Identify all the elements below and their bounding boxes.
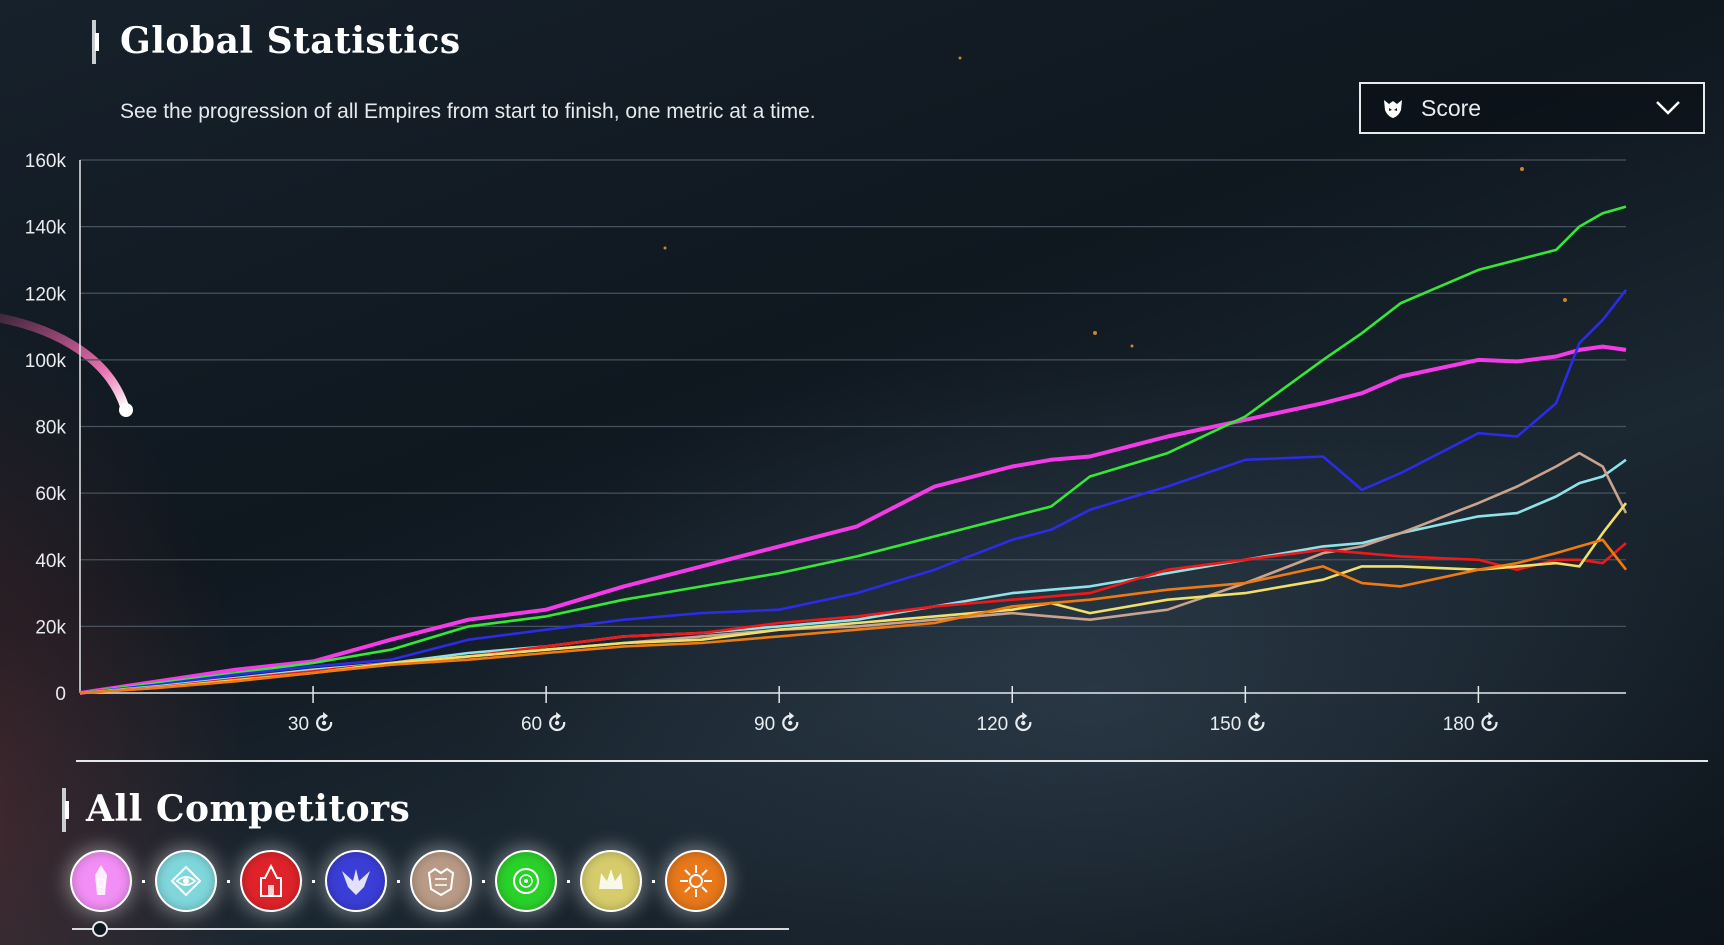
- turn-icon-arc: [549, 714, 566, 732]
- y-tick-label: 160k: [25, 151, 67, 172]
- x-tick-label: 120: [977, 714, 1009, 735]
- turn-icon: [1481, 712, 1498, 732]
- chevron-down-icon: [1656, 101, 1680, 115]
- competitor-blue-empire[interactable]: [325, 850, 387, 912]
- series-line: [79, 451, 1628, 695]
- x-tick-label: 90: [754, 714, 775, 735]
- competitor-separator: [652, 879, 655, 883]
- orb-icon: [513, 868, 539, 894]
- competitor-yellow-empire[interactable]: [580, 850, 642, 912]
- competitor-separator: [482, 879, 485, 883]
- series-line: [79, 458, 1627, 695]
- turn-icon: [1248, 712, 1265, 732]
- turn-icon: [1015, 712, 1032, 732]
- competitor-separator: [312, 879, 315, 883]
- metric-select-value: Score: [1421, 94, 1482, 121]
- competitor-pink-empire[interactable]: [70, 850, 132, 912]
- competitor-scrollbar-handle[interactable]: [92, 921, 108, 937]
- competitors-title: All Competitors: [86, 788, 411, 830]
- turn-icon: [316, 712, 333, 732]
- series-line: [79, 502, 1628, 695]
- page-title: Global Statistics: [120, 20, 461, 62]
- x-tick-label: 60: [521, 714, 542, 735]
- competitor-orange-empire[interactable]: [665, 850, 727, 912]
- section-divider: [76, 760, 1708, 762]
- turn-icon-arrow: [1022, 712, 1028, 720]
- x-tick-label: 30: [288, 714, 309, 735]
- metric-select[interactable]: Score: [1359, 82, 1705, 134]
- turn-icon-arrow: [1255, 712, 1261, 720]
- crown-icon: [599, 869, 623, 889]
- score-line-chart: 0 20k 40k 60k 80k 100k 120k 140k 160k 30 60 90 120 15…: [25, 151, 1628, 735]
- y-tick-label: 0: [55, 684, 66, 705]
- competitor-separator: [567, 879, 570, 883]
- competitor-cyan-empire[interactable]: [155, 850, 217, 912]
- competitors-title-marker: [62, 788, 69, 832]
- turn-icon-arc: [316, 714, 333, 732]
- turn-icon-arc: [1481, 714, 1498, 732]
- y-tick-label: 140k: [25, 218, 67, 239]
- y-tick-label: 60k: [35, 484, 66, 505]
- y-tick-label: 80k: [35, 418, 66, 439]
- series-line: [79, 344, 1627, 695]
- turn-icon-dot: [1254, 720, 1259, 726]
- eye-diamond-icon: [170, 865, 202, 897]
- competitor-red-empire[interactable]: [240, 850, 302, 912]
- faction-shield-icon: [1384, 100, 1402, 118]
- tower-icon: [95, 865, 107, 895]
- y-tick-label: 120k: [25, 284, 67, 305]
- y-tick-label: 100k: [25, 351, 67, 372]
- series-line: [79, 289, 1628, 695]
- competitor-scrollbar-track[interactable]: [72, 928, 789, 930]
- y-tick-label: 20k: [35, 617, 66, 638]
- turn-icon-dot: [1487, 720, 1492, 726]
- turn-icon-arrow: [323, 712, 329, 720]
- crest-icon: [427, 867, 455, 897]
- competitor-list: [70, 850, 727, 912]
- turn-icon-arrow: [1488, 712, 1494, 720]
- turn-icon-arc: [782, 714, 799, 732]
- series-line: [79, 538, 1628, 695]
- turn-icon-arc: [1015, 714, 1032, 732]
- turn-icon-arrow: [556, 712, 562, 720]
- competitor-separator: [397, 879, 400, 883]
- cathedral-icon: [260, 863, 282, 897]
- winged-icon: [342, 869, 370, 895]
- title-marker: [92, 20, 99, 64]
- competitor-separator: [142, 879, 145, 883]
- competitor-tan-empire[interactable]: [410, 850, 472, 912]
- turn-icon: [549, 712, 566, 732]
- turn-icon-dot: [1021, 720, 1026, 726]
- turn-icon-arrow: [789, 712, 795, 720]
- series-line: [79, 205, 1627, 695]
- competitor-separator: [227, 879, 230, 883]
- competitor-green-empire[interactable]: [495, 850, 557, 912]
- turn-icon-arc: [1248, 714, 1265, 732]
- turn-icon-dot: [787, 720, 793, 726]
- turn-icon-dot: [554, 720, 560, 726]
- turn-icon: [782, 712, 799, 732]
- turn-icon-dot: [321, 720, 327, 726]
- x-tick-label: 150: [1210, 714, 1242, 735]
- sun-icon: [680, 865, 712, 897]
- page-subtitle: See the progression of all Empires from …: [120, 100, 816, 123]
- x-tick-label: 180: [1443, 714, 1475, 735]
- y-tick-label: 40k: [35, 551, 66, 572]
